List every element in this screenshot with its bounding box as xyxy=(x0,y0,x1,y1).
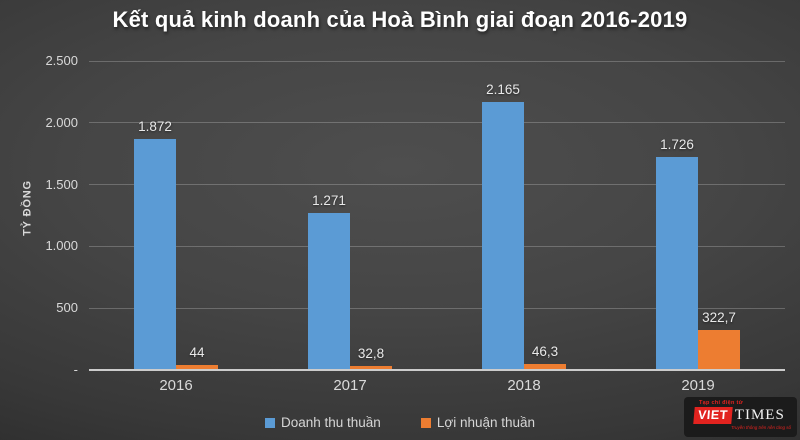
legend-item-profit: Lợi nhuận thuần xyxy=(420,415,536,430)
bar-profit-2017 xyxy=(350,366,392,370)
y-tick-label-1000: 1.000 xyxy=(45,238,78,254)
value-label-profit-2016: 44 xyxy=(189,345,205,360)
logo-publication-type: Tạp chí điện tử xyxy=(699,400,743,406)
bar-revenue-2017 xyxy=(308,213,350,370)
gridline-1500 xyxy=(89,184,785,186)
y-tick-label-1500: 1.500 xyxy=(45,176,78,192)
value-label-revenue-2019: 1.726 xyxy=(660,137,694,152)
y-tick-label-2500: 2.500 xyxy=(45,53,78,68)
x-axis-label-2018: 2018 xyxy=(507,377,541,394)
gridline-2500 xyxy=(89,60,785,62)
legend-label-revenue: Doanh thu thuần xyxy=(280,415,381,430)
value-label-profit-2018: 46,3 xyxy=(531,344,559,359)
x-axis-label-2017: 2017 xyxy=(333,377,367,394)
gridline-500 xyxy=(89,307,785,309)
y-tick-label-500: 500 xyxy=(56,300,78,316)
x-axis-line xyxy=(89,369,785,371)
legend-item-revenue: Doanh thu thuần xyxy=(264,415,381,430)
value-label-revenue-2018: 2.165 xyxy=(486,82,520,97)
logo-viet-box: VIET xyxy=(693,407,733,424)
bar-revenue-2019 xyxy=(656,157,698,370)
bar-profit-2019 xyxy=(698,330,740,370)
plot-area: - 500 1.000 1.500 2.000 2.500 1.872 44 2016 1.271… xyxy=(45,53,785,394)
legend: Doanh thu thuần Lợi nhuận thuần xyxy=(0,415,800,430)
bar-revenue-2018 xyxy=(482,102,524,370)
x-axis-label-2019: 2019 xyxy=(681,377,715,394)
gridline-2000 xyxy=(89,122,785,124)
value-label-profit-2017: 32,8 xyxy=(357,346,385,361)
value-label-revenue-2016: 1.872 xyxy=(138,119,172,134)
gridline-1000 xyxy=(89,245,785,247)
logo-main-row: VIET TIMES xyxy=(693,407,793,424)
value-label-profit-2019: 322,7 xyxy=(702,310,736,325)
logo-tagline: Truyền thông trên nền tảng số xyxy=(731,425,791,430)
y-tick-label-2000: 2.000 xyxy=(45,114,78,130)
y-tick-label-0: - xyxy=(73,362,78,377)
legend-label-profit: Lợi nhuận thuần xyxy=(436,415,536,430)
viettimes-logo: Tạp chí điện tử VIET TIMES Truyền thông … xyxy=(684,397,797,437)
x-axis-label-2016: 2016 xyxy=(159,377,193,394)
bar-revenue-2016 xyxy=(134,139,176,370)
legend-swatch-revenue xyxy=(264,417,275,428)
bar-profit-2016 xyxy=(176,365,218,370)
bar-profit-2018 xyxy=(524,364,566,370)
logo-times-text: TIMES xyxy=(734,407,785,423)
chart-title: Kết quả kinh doanh của Hoà Bình giai đoạ… xyxy=(112,7,688,32)
legend-swatch-profit xyxy=(420,417,431,428)
value-label-revenue-2017: 1.271 xyxy=(312,193,346,208)
